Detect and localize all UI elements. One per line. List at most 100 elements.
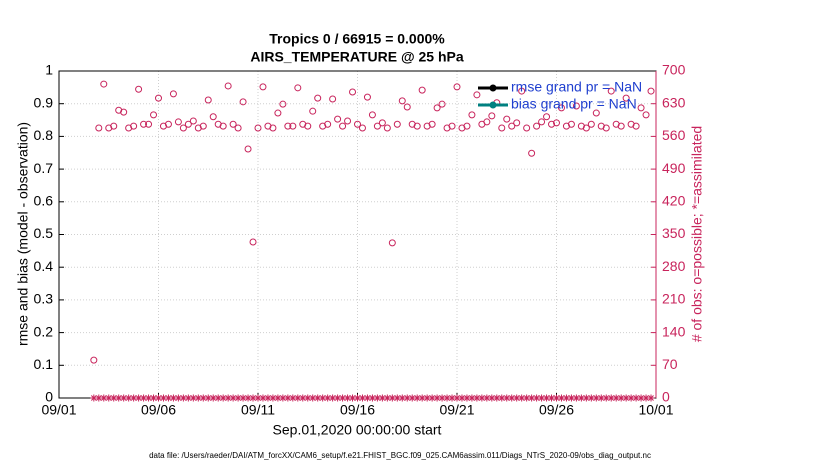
assimilated-marker xyxy=(194,394,202,402)
y2-tick-label: 0 xyxy=(662,389,670,405)
possible-marker xyxy=(229,120,237,128)
possible-marker xyxy=(538,118,546,126)
possible-marker xyxy=(309,107,317,115)
assimilated-marker xyxy=(189,394,197,402)
chart-subtitle: AIRS_TEMPERATURE @ 25 hPa xyxy=(250,49,464,65)
assimilated-marker xyxy=(363,394,371,402)
assimilated-marker xyxy=(135,394,143,402)
assimilated-marker xyxy=(140,394,148,402)
assimilated-marker xyxy=(373,394,381,402)
assimilated-marker xyxy=(309,394,317,402)
assimilated-marker xyxy=(115,394,123,402)
assimilated-marker xyxy=(125,394,133,402)
assimilated-marker xyxy=(567,394,575,402)
assimilated-marker xyxy=(378,394,386,402)
possible-marker xyxy=(453,83,461,91)
assimilated-marker xyxy=(533,394,541,402)
assimilated-marker xyxy=(493,394,501,402)
assimilated-marker xyxy=(204,394,212,402)
possible-marker xyxy=(403,103,411,111)
assimilated-marker xyxy=(518,394,526,402)
possible-marker xyxy=(344,117,352,125)
assimilated-marker xyxy=(538,394,546,402)
assimilated-marker xyxy=(597,394,605,402)
assimilated-marker xyxy=(577,394,585,402)
possible-marker xyxy=(448,122,456,130)
possible-marker xyxy=(189,117,197,125)
assimilated-marker xyxy=(478,394,486,402)
assimilated-marker xyxy=(354,394,361,402)
assimilated-marker xyxy=(219,394,227,402)
assimilated-marker xyxy=(319,394,327,402)
possible-marker xyxy=(110,122,118,130)
possible-marker xyxy=(174,118,182,126)
possible-marker xyxy=(388,239,396,247)
assimilated-marker xyxy=(314,394,322,402)
assimilated-marker xyxy=(553,394,560,402)
possible-marker xyxy=(90,356,98,364)
possible-marker xyxy=(204,96,212,104)
possible-marker xyxy=(553,119,560,127)
possible-marker xyxy=(199,122,207,130)
possible-marker xyxy=(279,100,287,108)
assimilated-marker xyxy=(155,394,162,402)
assimilated-marker xyxy=(438,394,446,402)
possible-marker xyxy=(334,115,342,123)
possible-marker xyxy=(224,82,232,90)
x-tick-label: 09/01 xyxy=(41,402,76,418)
possible-marker xyxy=(513,119,521,127)
possible-marker xyxy=(324,120,332,128)
assimilated-marker xyxy=(329,394,337,402)
possible-marker xyxy=(169,90,177,98)
assimilated-marker xyxy=(408,394,416,402)
possible-marker xyxy=(378,119,386,127)
assimilated-marker xyxy=(388,394,396,402)
assimilated-marker xyxy=(647,394,655,402)
possible-marker xyxy=(433,104,441,112)
y2-tick-label: 560 xyxy=(662,127,686,143)
assimilated-marker xyxy=(413,394,421,402)
y-tick-label: 0.3 xyxy=(34,291,54,307)
possible-marker xyxy=(548,120,556,128)
assimilated-marker xyxy=(179,394,187,402)
assimilated-marker xyxy=(234,394,242,402)
possible-marker xyxy=(523,124,531,132)
possible-marker xyxy=(483,118,491,126)
possible-marker xyxy=(354,120,361,128)
x-tick-label: 10/01 xyxy=(638,402,673,418)
assimilated-marker xyxy=(269,394,277,402)
possible-marker xyxy=(607,87,615,95)
possible-marker xyxy=(209,113,217,121)
y2-tick-label: 350 xyxy=(662,225,686,241)
possible-marker xyxy=(184,120,192,128)
chart-title: Tropics 0 / 66915 = 0.000% xyxy=(269,31,445,47)
assimilated-marker xyxy=(120,394,128,402)
assimilated-marker xyxy=(334,394,342,402)
x-tick-label: 09/16 xyxy=(340,402,375,418)
assimilated-marker xyxy=(110,394,118,402)
possible-marker xyxy=(557,104,565,112)
assimilated-marker xyxy=(169,394,177,402)
possible-marker xyxy=(488,112,496,120)
assimilated-marker xyxy=(324,394,332,402)
possible-marker xyxy=(622,94,630,102)
assimilated-marker xyxy=(637,394,645,402)
assimilated-marker xyxy=(592,394,600,402)
assimilated-marker xyxy=(428,394,436,402)
y2-tick-label: 420 xyxy=(662,193,686,209)
x-tick-label: 09/26 xyxy=(539,402,574,418)
assimilated-marker xyxy=(458,394,466,402)
possible-marker xyxy=(438,100,446,108)
possible-marker xyxy=(373,122,381,130)
possible-marker xyxy=(498,124,506,132)
y-tick-label: 0.2 xyxy=(34,323,54,339)
possible-marker xyxy=(164,120,172,128)
assimilated-marker xyxy=(90,394,98,402)
assimilated-marker xyxy=(393,394,401,402)
possible-marker xyxy=(304,122,312,130)
assimilated-marker xyxy=(582,394,590,402)
y-tick-label: 0.8 xyxy=(34,127,54,143)
assimilated-marker xyxy=(214,394,222,402)
possible-marker xyxy=(617,122,625,130)
